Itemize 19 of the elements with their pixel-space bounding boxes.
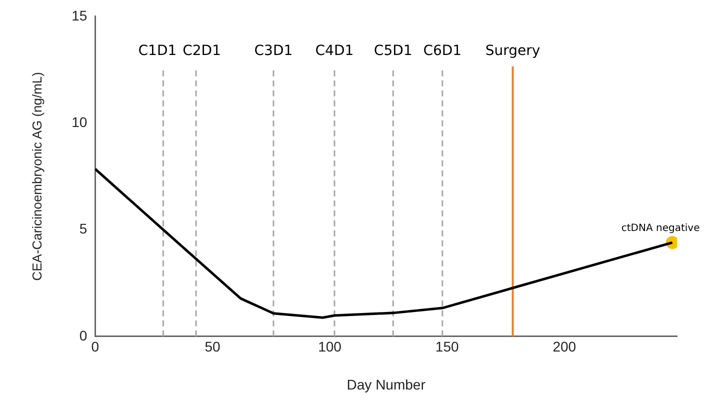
ref-line-label: C1D1 bbox=[138, 43, 177, 60]
x-tick-label: 0 bbox=[91, 338, 100, 355]
x-tick-label: 200 bbox=[552, 338, 576, 355]
x-tick-label: 50 bbox=[204, 338, 220, 355]
x-tick-label: 100 bbox=[318, 338, 342, 355]
ref-line-label: C3D1 bbox=[254, 43, 293, 60]
ref-line-label: C4D1 bbox=[315, 43, 354, 60]
x-tick-label: 150 bbox=[435, 338, 459, 355]
ref-line-label: C2D1 bbox=[182, 43, 222, 60]
y-tick-label: 15 bbox=[72, 7, 88, 24]
ref-line-label: C6D1 bbox=[423, 43, 462, 60]
y-tick-label: 0 bbox=[79, 327, 88, 344]
y-tick-label: 5 bbox=[79, 220, 88, 237]
ref-line-label: Surgery bbox=[485, 43, 540, 60]
x-axis-title: Day Number bbox=[346, 376, 426, 392]
ref-line-label: C5D1 bbox=[374, 43, 412, 60]
y-tick-label: 10 bbox=[72, 114, 88, 130]
y-axis-title: CEA-Caricinoembryonic AG (ng/mL) bbox=[29, 72, 44, 281]
annotation: ctDNA negative bbox=[621, 223, 700, 234]
